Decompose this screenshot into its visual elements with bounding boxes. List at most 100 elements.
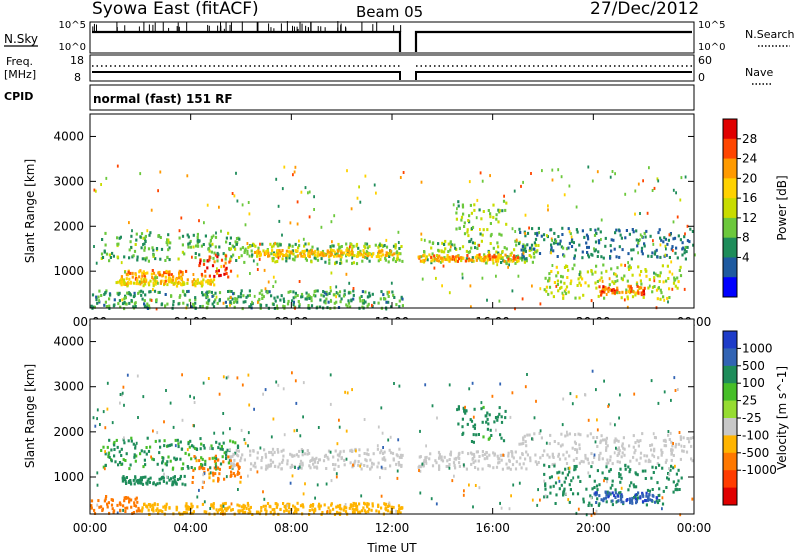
range-gate-cell [229, 439, 232, 443]
range-gate-cell [336, 292, 339, 296]
range-gate-cell [296, 428, 298, 432]
range-gate-cell [502, 199, 506, 203]
range-gate-cell [371, 292, 374, 296]
range-gate-cell [568, 184, 571, 188]
range-gate-cell [472, 440, 475, 444]
range-gate-cell [446, 254, 449, 257]
range-gate-cell [689, 436, 693, 440]
range-gate-cell [282, 387, 285, 391]
range-gate-cell [106, 445, 109, 449]
range-gate-cell [370, 254, 373, 258]
range-gate-cell [292, 300, 295, 304]
range-gate-cell [551, 463, 554, 467]
range-gate-cell [212, 305, 216, 309]
range-gate-cell [639, 238, 641, 242]
range-gate-cell [461, 417, 464, 421]
range-gate-cell [637, 444, 640, 448]
range-gate-cell [659, 255, 662, 259]
range-gate-cell [382, 446, 384, 449]
range-gate-cell [609, 255, 612, 258]
range-gate-cell [609, 175, 612, 179]
range-gate-cell [380, 254, 383, 258]
range-gate-cell [200, 463, 203, 466]
range-gate-cell [665, 458, 668, 462]
range-gate-cell [579, 275, 582, 279]
range-gate-cell [560, 274, 563, 278]
range-gate-cell [330, 298, 332, 302]
range-gate-cell [471, 457, 475, 460]
range-gate-cell [377, 259, 380, 263]
range-gate-cell [270, 451, 273, 454]
range-gate-cell [211, 264, 215, 268]
range-gate-cell [357, 250, 360, 254]
range-gate-cell [152, 253, 155, 257]
range-gate-cell [395, 251, 398, 255]
range-gate-cell [362, 249, 365, 253]
range-gate-cell [628, 287, 631, 291]
range-gate-cell [168, 443, 172, 447]
range-gate-cell [537, 461, 540, 464]
range-gate-cell [511, 259, 514, 263]
range-gate-cell [453, 243, 456, 247]
range-gate-cell [628, 484, 631, 488]
range-gate-cell [494, 258, 497, 262]
range-gate-cell [511, 463, 515, 467]
range-gate-cell [119, 305, 122, 309]
range-gate-cell [573, 256, 576, 260]
range-gate-cell [683, 287, 686, 291]
range-gate-cell [213, 274, 216, 278]
range-gate-cell [498, 299, 501, 303]
range-gate-cell [679, 198, 682, 202]
range-gate-cell [492, 466, 495, 470]
range-gate-cell [662, 280, 665, 284]
range-gate-cell [204, 293, 207, 297]
range-gate-cell [668, 270, 671, 274]
range-gate-cell [122, 458, 125, 462]
range-gate-cell [572, 241, 575, 245]
range-gate-cell [216, 458, 219, 462]
range-gate-cell [550, 270, 553, 273]
range-gate-cell [545, 285, 548, 289]
range-gate-cell [448, 255, 451, 259]
range-gate-cell [152, 481, 155, 485]
range-gate-cell [345, 272, 348, 276]
range-gate-cell [560, 245, 563, 249]
range-gate-cell [685, 450, 689, 454]
range-gate-cell [594, 270, 597, 274]
range-gate-cell [365, 452, 368, 456]
range-gate-cell [135, 454, 138, 458]
range-gate-cell [214, 454, 217, 458]
range-gate-cell [483, 457, 486, 461]
range-gate-cell [221, 447, 224, 451]
range-gate-cell [231, 440, 235, 444]
range-gate-cell [594, 281, 597, 285]
range-gate-cell [489, 174, 491, 178]
range-gate-cell [196, 495, 199, 499]
range-gate-cell [421, 462, 424, 466]
range-gate-cell [214, 298, 217, 302]
range-gate-cell [208, 255, 211, 259]
range-gate-cell [536, 462, 539, 466]
range-gate-cell [242, 511, 245, 514]
range-gate-cell [329, 254, 332, 258]
range-gate-cell [194, 298, 197, 302]
range-gate-cell [213, 251, 216, 255]
range-gate-cell [246, 249, 249, 253]
range-gate-cell [164, 259, 167, 262]
range-gate-cell [321, 249, 325, 253]
range-gate-cell [96, 408, 99, 412]
range-gate-cell [347, 249, 350, 253]
range-gate-cell [328, 261, 331, 265]
range-gate-cell [266, 290, 270, 294]
range-gate-cell [318, 458, 321, 462]
range-gate-cell [674, 445, 677, 449]
range-gate-cell [556, 255, 559, 258]
range-gate-cell [384, 503, 387, 507]
range-gate-cell [595, 231, 598, 235]
range-gate-cell [330, 220, 333, 224]
range-gate-cell [301, 503, 304, 507]
range-gate-cell [185, 507, 188, 511]
range-gate-cell [277, 465, 280, 469]
range-gate-cell [239, 480, 242, 484]
range-gate-cell [350, 298, 353, 302]
